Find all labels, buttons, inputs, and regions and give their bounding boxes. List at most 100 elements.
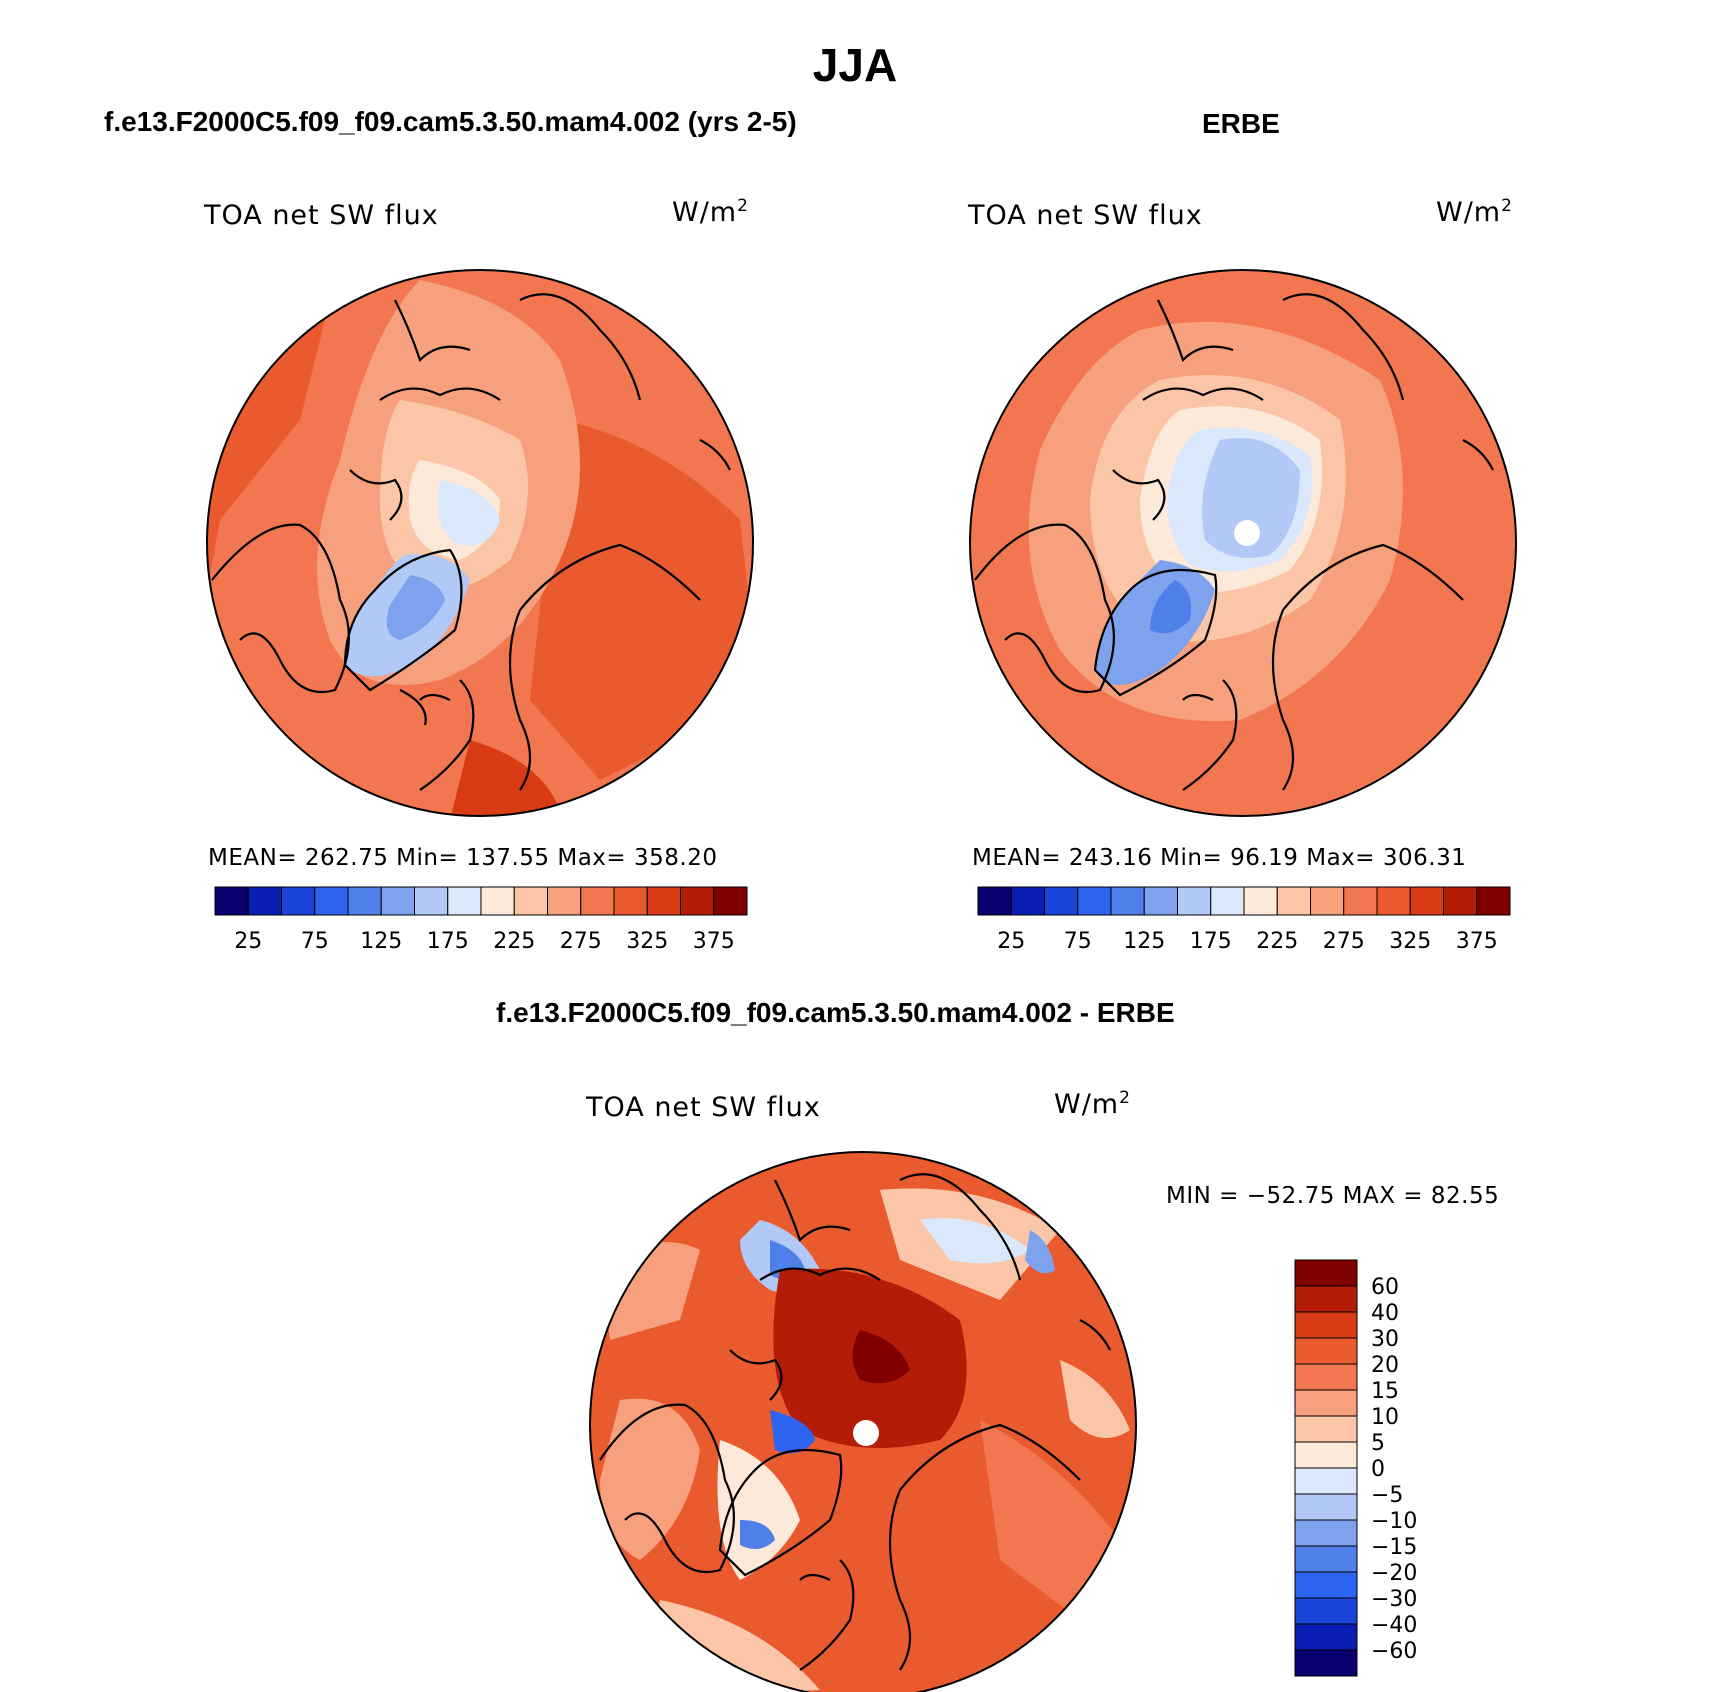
colorbar-tick-label: 325: [1389, 929, 1431, 954]
colorbar-swatch: [1294, 1415, 1358, 1443]
colorbar-swatch: [1294, 1519, 1358, 1547]
colorbar-swatch: [1276, 886, 1311, 916]
colorbar-swatch: [1044, 886, 1079, 916]
colorbar-swatch: [1143, 886, 1178, 916]
colorbar-tick-label: 175: [1190, 929, 1232, 954]
colorbar-swatch: [1294, 1441, 1358, 1469]
colorbar-swatch: [1294, 1623, 1358, 1651]
colorbar-swatch: [1409, 886, 1444, 916]
colorbar-swatch: [1294, 1467, 1358, 1495]
colorbar-tick-label: −20: [1371, 1561, 1417, 1586]
colorbar-swatch: [1476, 886, 1511, 916]
coastlines: [974, 293, 1494, 791]
diff-units-label: W/m2: [1054, 1088, 1131, 1120]
colorbar-swatch: [347, 886, 382, 916]
obs-polar-map: [969, 269, 1517, 817]
colorbar-tick-label: −60: [1371, 1639, 1417, 1664]
model-colorbar: 25 75 125 175 225 275 325 375: [214, 886, 748, 954]
colorbar-swatch: [547, 886, 582, 916]
colorbar-tick-label: 40: [1371, 1301, 1399, 1326]
colorbar-swatch: [214, 886, 249, 916]
missing-data-pole: [1234, 520, 1260, 546]
colorbar-tick-label: 5: [1371, 1431, 1385, 1456]
colorbar-swatch: [414, 886, 449, 916]
colorbar-tick-label: −10: [1371, 1509, 1417, 1534]
colorbar-tick-label: 30: [1371, 1327, 1399, 1352]
map-field-band: [920, 1218, 1030, 1264]
colorbar-tick-label: 125: [1123, 929, 1165, 954]
colorbar-tick-label: 15: [1371, 1379, 1399, 1404]
model-polar-map: [206, 269, 754, 817]
diff-stats: MIN = −52.75 MAX = 82.55: [1166, 1183, 1500, 1209]
map-border: [589, 1151, 1137, 1692]
map-field-band: [740, 1520, 775, 1549]
map-field-band: [717, 1440, 800, 1580]
colorbar-swatch: [580, 886, 615, 916]
map-field-band: [215, 370, 240, 404]
colorbar-swatch: [1376, 886, 1411, 916]
colorbar-swatch: [1294, 1545, 1358, 1573]
colorbar-swatch: [1210, 886, 1245, 916]
colorbar-swatch: [314, 886, 349, 916]
colorbar-swatch: [1294, 1649, 1358, 1677]
colorbar-swatch: [680, 886, 715, 916]
colorbar-swatch: [1294, 1337, 1358, 1365]
map-field-band: [770, 1410, 815, 1454]
colorbar-tick-label: 75: [1064, 929, 1092, 954]
colorbar-swatch: [1343, 886, 1378, 916]
colorbar-swatch: [1294, 1363, 1358, 1391]
colorbar-tick-label: 0: [1371, 1457, 1385, 1482]
coastlines: [211, 293, 731, 791]
colorbar-swatch: [247, 886, 282, 916]
map-field-band: [1150, 580, 1191, 634]
colorbar-tick-label: −5: [1371, 1483, 1403, 1508]
map-border: [969, 269, 1517, 817]
colorbar-swatch: [447, 886, 482, 916]
colorbar-tick-label: 275: [560, 929, 602, 954]
obs-stats: MEAN= 243.16 Min= 96.19 Max= 306.31: [972, 845, 1467, 871]
colorbar-swatch: [480, 886, 515, 916]
colorbar-tick-label: 20: [1371, 1353, 1399, 1378]
diff-variable-label: TOA net SW flux: [586, 1092, 821, 1123]
colorbar-tick-label: 325: [626, 929, 668, 954]
diff-panel-title: f.e13.F2000C5.f09_f09.cam5.3.50.mam4.002…: [496, 997, 1175, 1028]
model-stats: MEAN= 262.75 Min= 137.55 Max= 358.20: [208, 845, 718, 871]
map-field-band: [1060, 1360, 1130, 1438]
coastlines: [599, 1173, 1111, 1671]
map-field-band: [437, 480, 500, 546]
colorbar-swatch: [713, 886, 748, 916]
colorbar-swatch: [1294, 1259, 1358, 1287]
missing-data-pole: [853, 1420, 879, 1446]
map-field-band: [1025, 1230, 1055, 1274]
colorbar-tick-label: 25: [997, 929, 1025, 954]
colorbar-swatch: [281, 886, 316, 916]
colorbar-tick-label: 375: [693, 929, 735, 954]
diff-polar-map: [589, 1151, 1137, 1692]
colorbar-swatch: [613, 886, 648, 916]
colorbar-swatch: [977, 886, 1012, 916]
colorbar-tick-label: 75: [301, 929, 329, 954]
colorbar-swatch: [1294, 1597, 1358, 1625]
main-title: JJA: [812, 39, 898, 91]
colorbar-tick-label: 275: [1323, 929, 1365, 954]
colorbar-tick-label: 225: [493, 929, 535, 954]
map-field-band: [1202, 438, 1300, 558]
colorbar-swatch: [1294, 1571, 1358, 1599]
map-field-band: [852, 1330, 910, 1384]
colorbar-swatch: [1294, 1389, 1358, 1417]
colorbar-tick-label: −40: [1371, 1613, 1417, 1638]
colorbar-tick-label: 225: [1256, 929, 1298, 954]
colorbar-swatch: [1177, 886, 1212, 916]
map-field-band: [980, 1420, 1120, 1620]
colorbar-tick-label: 375: [1456, 929, 1498, 954]
map-field-band: [450, 740, 560, 816]
colorbar-swatch: [1294, 1285, 1358, 1313]
colorbar-tick-label: 175: [427, 929, 469, 954]
colorbar-swatch: [1243, 886, 1278, 916]
model-panel-title: f.e13.F2000C5.f09_f09.cam5.3.50.mam4.002…: [104, 106, 797, 137]
colorbar-swatch: [1077, 886, 1112, 916]
obs-colorbar: 25 75 125 175 225 275 325 375: [977, 886, 1511, 954]
colorbar-tick-label: −30: [1371, 1587, 1417, 1612]
